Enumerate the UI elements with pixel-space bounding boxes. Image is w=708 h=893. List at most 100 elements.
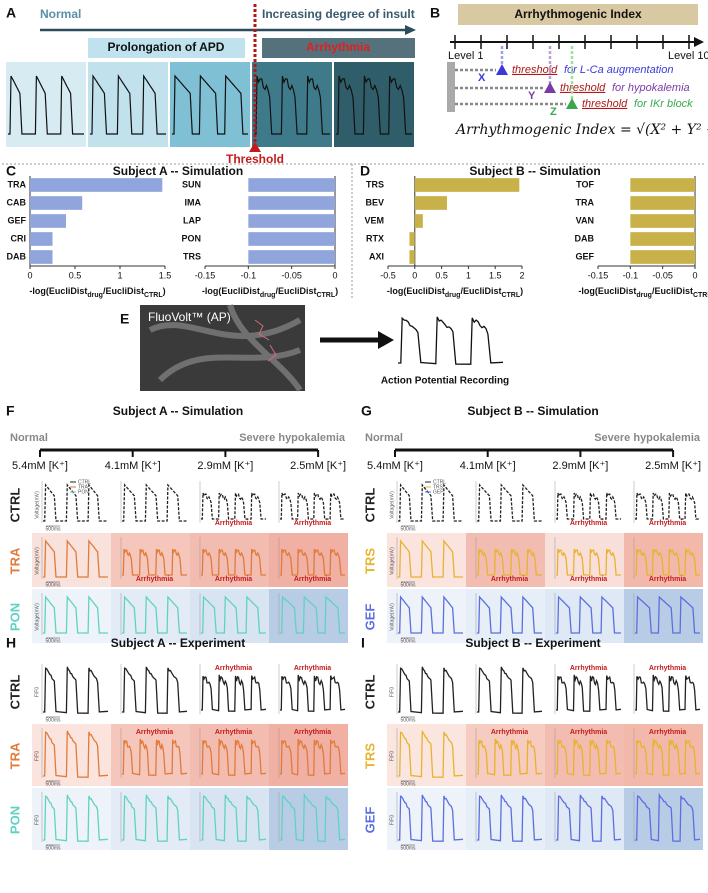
x-label-part: CTRL [501,292,520,299]
threshold-word: threshold [560,82,606,94]
apd-box [88,38,245,58]
bar [409,250,415,264]
legend-label: CTRL [78,479,91,485]
legend-label: TRA [78,484,89,490]
arrow-head [405,25,416,35]
row-label: CTRL [7,675,22,710]
threshold-text: for hypokalemia [612,82,690,94]
bar [630,232,695,246]
trace [280,674,346,712]
y-label: F/F0 [389,751,395,761]
row-label: TRA [7,547,22,574]
x-label-part: -log(EucliDist [387,286,445,296]
bar [248,250,335,264]
ap-trace [90,73,166,135]
x-label-part: drug [260,292,276,299]
trace [635,548,700,576]
y-tick-label: LAP [183,215,201,225]
panel-label: C [6,163,16,179]
y-tick-label: DAB [575,233,595,243]
trace [477,666,543,714]
x-label-part: drug [87,292,103,299]
y-tick-label: VEM [364,215,384,225]
cell [387,788,466,850]
trace [398,730,464,778]
y-tick-label: RTX [366,233,384,243]
bar [30,196,83,210]
x-label-part: CTRL [693,292,708,299]
arrhythmia-label: Arrhythmia [649,520,686,527]
level-end: Level 10 [668,50,708,62]
arrhythmia-box [262,38,415,58]
y-tick-label: TRS [366,179,384,189]
arrhythmia-label: Arrhythmia [491,729,528,736]
cell [387,660,466,722]
scale-label: 500ms [400,638,416,644]
arrhythmia-label: Arrhythmia [215,729,252,736]
y-label: Voltage(mV) [389,547,395,575]
arrhythmia-label: Arrhythmia [294,729,331,736]
cell [190,788,269,850]
scale-label: 500ms [45,845,61,851]
bar [630,214,695,228]
arrhythmia-label: Arrhythmia [215,665,252,672]
cell [32,533,111,587]
grid-title: Subject B -- Experiment [465,636,600,650]
trace [556,674,622,712]
scale-label: 500ms [45,638,61,644]
cell [32,724,111,786]
y-label: F/F0 [389,687,395,697]
trace [280,738,346,776]
ap-trace [172,74,248,135]
trace [477,738,543,776]
trace [398,483,463,522]
bar [630,178,695,192]
scale-label: 500ms [45,717,61,723]
x-label-part: drug [445,292,461,299]
x-tick-label: 0.5 [435,270,448,280]
trace [398,595,463,634]
y-label: F/F0 [34,687,40,697]
x-tick-label: -0.5 [380,270,396,280]
row-label: CTRL [362,675,377,710]
x-label-part: CTRL [316,292,335,299]
arrhythmia-label: Arrhythmia [649,665,686,672]
trace [43,794,109,842]
panel-label: E [120,311,129,327]
trace [477,548,542,576]
threshold-label: Threshold [226,152,284,166]
grid-title: Subject A -- Simulation [113,404,243,418]
x-tick-label: -0.05 [281,270,302,280]
bar [630,250,695,264]
grid-title: Subject A -- Experiment [111,636,245,650]
arrhythmia-label: Arrhythmia [649,576,686,583]
insult-label: Increasing degree of insult [262,7,415,21]
image-label: FluoVolt™ (AP) [148,310,231,324]
bar [248,178,335,192]
trace [201,548,266,576]
x-tick-label: 0 [27,270,32,280]
left-label: Normal [365,432,403,444]
row-label: TRA [7,742,22,769]
normal-label: Normal [40,7,81,21]
ap-tiles [6,62,414,147]
y-tick-label: AXI [369,251,384,261]
trace [635,595,700,634]
arrhythmia-label: Arrhythmia [570,520,607,527]
row-label: TRS [362,548,377,574]
condition: 2.5mM [K⁺] [290,460,346,472]
ap-trace [8,75,84,135]
y-label: Voltage(mV) [34,547,40,575]
scale-label: 500ms [400,781,416,787]
x-label-part: /EucliDist [460,286,501,296]
legend-label: CTRL [433,479,446,485]
trace [201,595,266,634]
trace [556,548,621,576]
y-tick-label: DAB [7,251,27,261]
x-tick-label: 1.5 [159,270,172,280]
trace [43,483,108,522]
trace [122,666,188,714]
x-tick-label: 0 [692,270,697,280]
ap-recording [398,316,504,365]
bar [30,214,66,228]
